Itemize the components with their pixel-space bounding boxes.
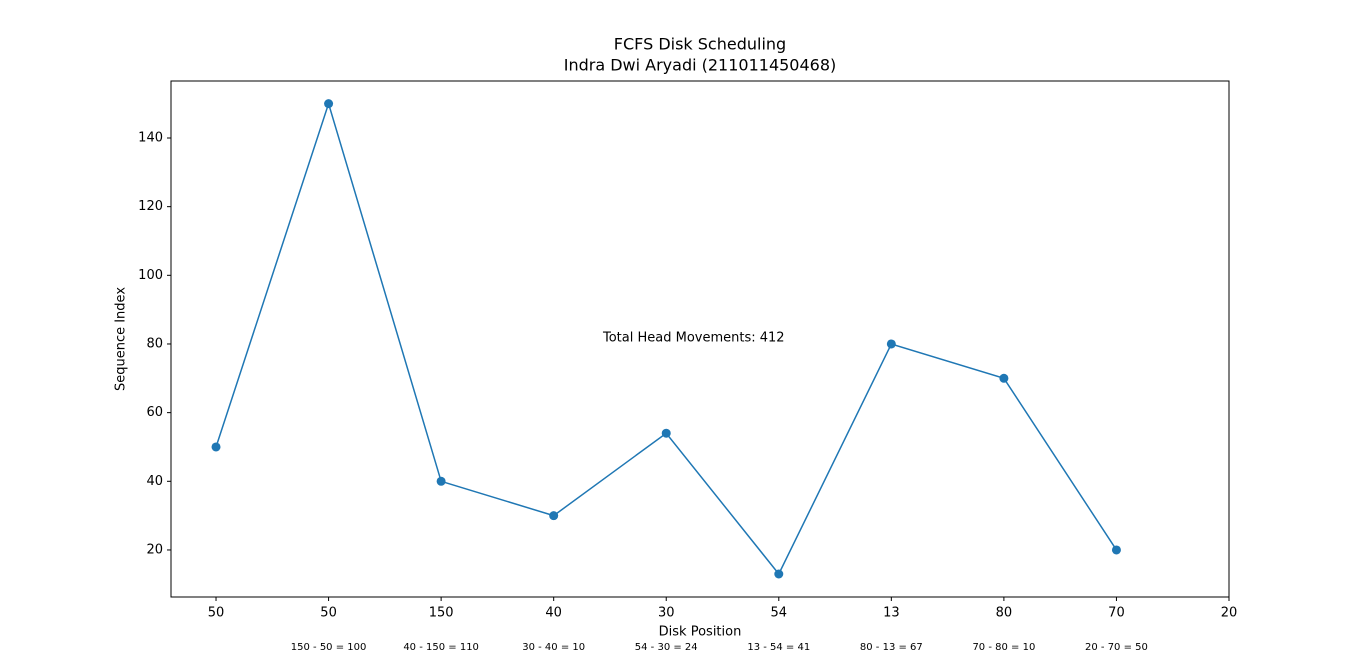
step-label: 150 - 50 = 100 <box>291 642 367 653</box>
x-tick-label: 40 <box>545 606 562 621</box>
x-tick-label: 150 <box>429 606 454 621</box>
point <box>886 339 896 349</box>
x-tick-label: 80 <box>996 606 1013 621</box>
y-tick-label: 40 <box>146 474 163 489</box>
chart-subtitle: Indra Dwi Aryadi (211011450468) <box>564 56 837 75</box>
x-tick-label: 13 <box>883 606 900 621</box>
step-label: 20 - 70 = 50 <box>1085 642 1148 653</box>
x-tick-label: 50 <box>208 606 225 621</box>
x-tick-label: 70 <box>1108 606 1125 621</box>
step-label: 30 - 40 = 10 <box>522 642 585 653</box>
x-tick-label: 50 <box>320 606 337 621</box>
step-label: 80 - 13 = 67 <box>860 642 923 653</box>
point <box>774 569 784 579</box>
point <box>211 442 221 452</box>
x-tick-label: 30 <box>658 606 675 621</box>
y-tick-label: 20 <box>146 542 163 557</box>
y-tick-label: 60 <box>146 405 163 420</box>
annotation: Total Head Movements: 412 <box>602 331 785 346</box>
y-tick-label: 140 <box>138 130 163 145</box>
point <box>999 373 1009 383</box>
x-axis-label: Disk Position <box>659 625 742 640</box>
x-tick-label: 54 <box>771 606 788 621</box>
step-label: 13 - 54 = 41 <box>747 642 810 653</box>
point <box>436 476 446 486</box>
x-tick-label: 20 <box>1221 606 1238 621</box>
point <box>549 511 559 521</box>
y-tick-label: 80 <box>146 336 163 351</box>
y-axis-label: Sequence Index <box>114 287 129 391</box>
plot-frame <box>170 80 1230 598</box>
y-tick-label: 100 <box>138 268 163 283</box>
point <box>661 428 671 438</box>
y-tick-label: 120 <box>138 199 163 214</box>
point <box>324 99 334 109</box>
step-label: 54 - 30 = 24 <box>635 642 698 653</box>
chart-title: FCFS Disk Scheduling <box>614 35 786 54</box>
step-label: 70 - 80 = 10 <box>972 642 1035 653</box>
point <box>1111 545 1121 555</box>
step-label: 40 - 150 = 110 <box>403 642 479 653</box>
